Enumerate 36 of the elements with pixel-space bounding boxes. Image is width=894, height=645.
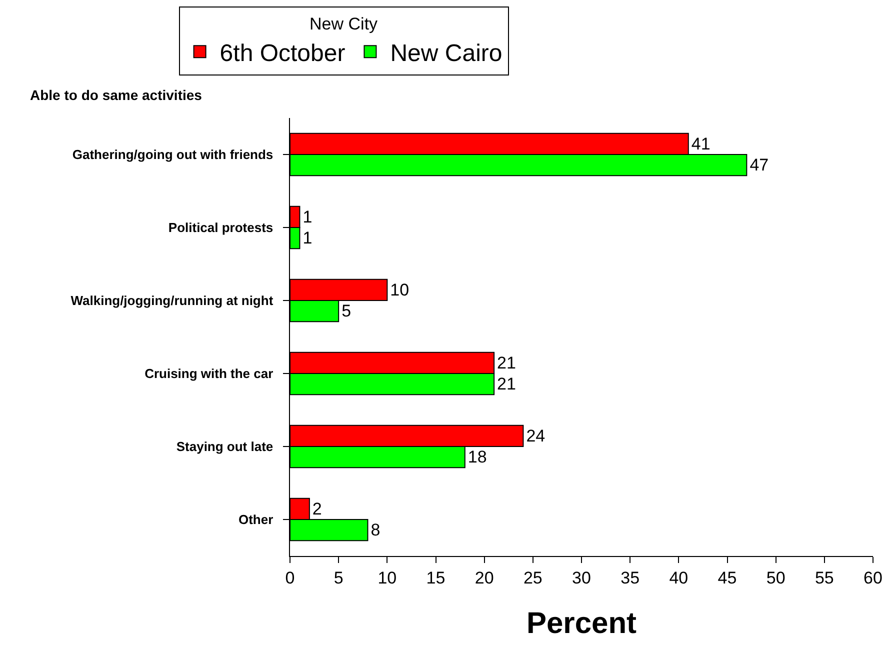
y-tick-label: Cruising with the car (144, 366, 274, 382)
y-tick-label: Walking/jogging/running at night (70, 293, 274, 308)
x-tick-label: 5 (334, 568, 344, 588)
data-label: 2 (312, 499, 322, 518)
x-tick-label: 60 (864, 568, 882, 588)
y-axis-title: Able to do same activities (30, 87, 202, 103)
x-tick-label: 15 (426, 568, 446, 588)
x-tick-label: 35 (620, 568, 640, 588)
x-tick-label: 20 (474, 568, 494, 588)
x-tick-label: 30 (572, 568, 591, 588)
data-label: 1 (302, 228, 312, 248)
x-tick-label: 10 (378, 568, 397, 588)
data-label: 41 (691, 134, 710, 154)
y-tick-label: Other (238, 512, 274, 528)
x-tick-label: 0 (285, 568, 295, 588)
data-label: 24 (526, 426, 546, 446)
x-tick-label: 55 (814, 568, 834, 588)
y-tick-label: Staying out late (176, 439, 274, 454)
y-tick-label: Gathering/going out with friends (72, 147, 274, 162)
data-label: 21 (497, 374, 516, 394)
data-label: 18 (468, 448, 487, 467)
data-label: 8 (370, 520, 380, 540)
x-tick-label: 45 (718, 568, 737, 588)
legend-title: New City (310, 14, 378, 34)
data-label: 47 (750, 156, 769, 175)
x-tick-label: 50 (766, 568, 786, 588)
x-tick-label: 40 (669, 568, 688, 588)
data-label: 5 (342, 302, 352, 321)
legend-label: New Cairo (390, 40, 502, 68)
data-label: 21 (497, 353, 516, 372)
data-label: 10 (390, 280, 410, 300)
x-axis-title: Percent (526, 606, 637, 640)
data-label: 1 (302, 207, 312, 226)
x-tick-label: 25 (523, 568, 542, 588)
legend-label: 6th October (220, 40, 346, 68)
y-tick-label: Political protests (168, 220, 274, 236)
